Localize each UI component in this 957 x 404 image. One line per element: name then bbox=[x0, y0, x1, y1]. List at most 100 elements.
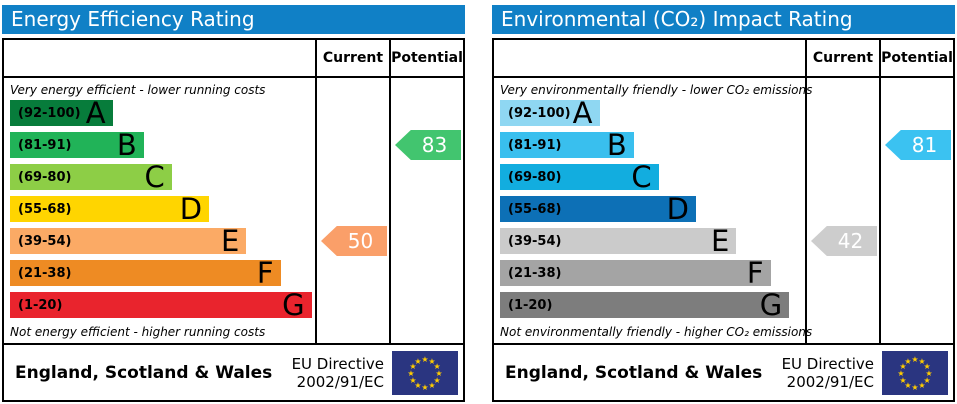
eu-directive-label: EU Directive 2002/91/EC bbox=[292, 355, 392, 391]
band-row-c: (69-80) C bbox=[10, 160, 172, 194]
band-row-f: (21-38) F bbox=[500, 256, 771, 290]
eu-flag-icon: ★ ★ ★★ ★★ ★★ ★★ ★★ bbox=[392, 350, 458, 395]
energy-rating-table: Current Potential Very energy efficient … bbox=[2, 38, 465, 402]
band-range: (39-54) bbox=[18, 233, 72, 249]
potential-rating-arrow: 81 bbox=[885, 130, 951, 160]
svg-text:★: ★ bbox=[904, 356, 911, 365]
current-column: 42 bbox=[805, 78, 879, 343]
band-row-f: (21-38) F bbox=[10, 256, 281, 290]
band-row-a: (92-100) A bbox=[500, 96, 600, 130]
band-letter: B bbox=[116, 128, 137, 162]
band-row-d: (55-68) D bbox=[10, 195, 210, 224]
table-footer: England, Scotland & Wales EU Directive 2… bbox=[4, 343, 463, 400]
band-rows: (92-100) A (81-91) B (69-80) C (55-68) D (39-54)… bbox=[4, 96, 315, 322]
band-rows: (92-100) A (81-91) B (69-80) C (55-68) D (39-54)… bbox=[494, 96, 805, 322]
header-spacer bbox=[494, 40, 805, 76]
svg-text:★: ★ bbox=[911, 383, 918, 392]
energy-efficiency-panel: Energy Efficiency Rating Current Potenti… bbox=[0, 0, 467, 404]
svg-text:★: ★ bbox=[899, 362, 906, 371]
svg-text:★: ★ bbox=[428, 356, 435, 365]
band-range: (81-91) bbox=[18, 137, 72, 153]
band-row-b: (81-91) B bbox=[10, 128, 144, 162]
svg-text:★: ★ bbox=[435, 369, 442, 378]
eu-directive-label: EU Directive 2002/91/EC bbox=[782, 355, 882, 391]
band-range: (69-80) bbox=[18, 169, 72, 185]
current-column-header: Current bbox=[805, 40, 879, 76]
band-range: (55-68) bbox=[508, 201, 562, 217]
svg-text:★: ★ bbox=[918, 356, 925, 365]
header-spacer bbox=[4, 40, 315, 76]
band-row-e: (39-54) E bbox=[10, 224, 247, 258]
band-letter: G bbox=[282, 288, 305, 322]
band-range: (1-20) bbox=[508, 297, 553, 313]
eu-directive-line2: 2002/91/EC bbox=[296, 372, 384, 391]
band-letter: A bbox=[572, 96, 593, 130]
table-header-row: Current Potential bbox=[4, 40, 463, 78]
band-range: (81-91) bbox=[508, 137, 562, 153]
environmental-rating-table: Current Potential Very environmentally f… bbox=[492, 38, 955, 402]
svg-text:★: ★ bbox=[911, 355, 918, 364]
band-row-g: (1-20) G bbox=[500, 288, 790, 322]
band-letter: E bbox=[711, 224, 730, 258]
caption-top: Very environmentally friendly - lower CO… bbox=[500, 83, 813, 97]
band-letter: B bbox=[606, 128, 627, 162]
eu-directive-line1: EU Directive bbox=[291, 354, 384, 373]
svg-text:★: ★ bbox=[897, 369, 904, 378]
svg-text:★: ★ bbox=[421, 383, 428, 392]
table-header-row: Current Potential bbox=[494, 40, 953, 78]
rating-body: Very energy efficient - lower running co… bbox=[4, 78, 463, 343]
svg-text:★: ★ bbox=[407, 369, 414, 378]
svg-text:★: ★ bbox=[924, 376, 931, 385]
svg-text:★: ★ bbox=[421, 355, 428, 364]
rating-body: Very environmentally friendly - lower CO… bbox=[494, 78, 953, 343]
svg-text:★: ★ bbox=[414, 381, 421, 390]
band-row-e: (39-54) E bbox=[500, 224, 737, 258]
svg-text:★: ★ bbox=[409, 362, 416, 371]
panel-title-energy: Energy Efficiency Rating bbox=[2, 5, 465, 34]
svg-text:★: ★ bbox=[414, 356, 421, 365]
current-column-header: Current bbox=[315, 40, 389, 76]
svg-text:★: ★ bbox=[904, 381, 911, 390]
band-row-d: (55-68) D bbox=[500, 195, 696, 224]
current-column: 50 bbox=[315, 78, 389, 343]
band-range: (69-80) bbox=[508, 169, 562, 185]
potential-column: 83 bbox=[389, 78, 463, 343]
svg-text:★: ★ bbox=[428, 381, 435, 390]
caption-bottom: Not energy efficient - higher running co… bbox=[10, 325, 266, 339]
bands-column: Very environmentally friendly - lower CO… bbox=[494, 78, 813, 343]
current-rating-arrow: 42 bbox=[811, 226, 877, 256]
region-label: England, Scotland & Wales bbox=[505, 362, 763, 383]
band-letter: C bbox=[631, 160, 652, 194]
band-letter: E bbox=[221, 224, 240, 258]
svg-text:★: ★ bbox=[918, 381, 925, 390]
svg-text:★: ★ bbox=[434, 376, 441, 385]
region-label: England, Scotland & Wales bbox=[15, 362, 273, 383]
band-row-g: (1-20) G bbox=[10, 288, 312, 322]
band-range: (21-38) bbox=[508, 265, 562, 281]
band-letter: A bbox=[85, 96, 106, 130]
band-range: (92-100) bbox=[18, 105, 81, 121]
eu-flag-icon: ★ ★ ★★ ★★ ★★ ★★ ★★ bbox=[882, 350, 948, 395]
potential-rating-arrow: 83 bbox=[395, 130, 461, 160]
band-letter: F bbox=[256, 256, 274, 290]
band-letter: C bbox=[144, 160, 165, 194]
svg-text:★: ★ bbox=[434, 362, 441, 371]
band-letter: G bbox=[759, 288, 783, 322]
caption-top: Very energy efficient - lower running co… bbox=[10, 83, 266, 97]
eu-directive-line2: 2002/91/EC bbox=[786, 372, 874, 391]
caption-bottom: Not environmentally friendly - higher CO… bbox=[500, 325, 813, 339]
band-range: (55-68) bbox=[18, 201, 72, 217]
current-rating-arrow: 50 bbox=[321, 226, 387, 256]
svg-text:★: ★ bbox=[924, 362, 931, 371]
environmental-impact-panel: Environmental (CO₂) Impact Rating Curren… bbox=[490, 0, 957, 404]
band-range: (21-38) bbox=[18, 265, 72, 281]
potential-column: 81 bbox=[879, 78, 953, 343]
potential-column-header: Potential bbox=[389, 40, 463, 76]
panel-title-environmental: Environmental (CO₂) Impact Rating bbox=[492, 5, 955, 34]
svg-text:★: ★ bbox=[925, 369, 932, 378]
band-letter: F bbox=[746, 256, 764, 290]
band-range: (1-20) bbox=[18, 297, 63, 313]
potential-column-header: Potential bbox=[879, 40, 953, 76]
band-row-b: (81-91) B bbox=[500, 128, 634, 162]
